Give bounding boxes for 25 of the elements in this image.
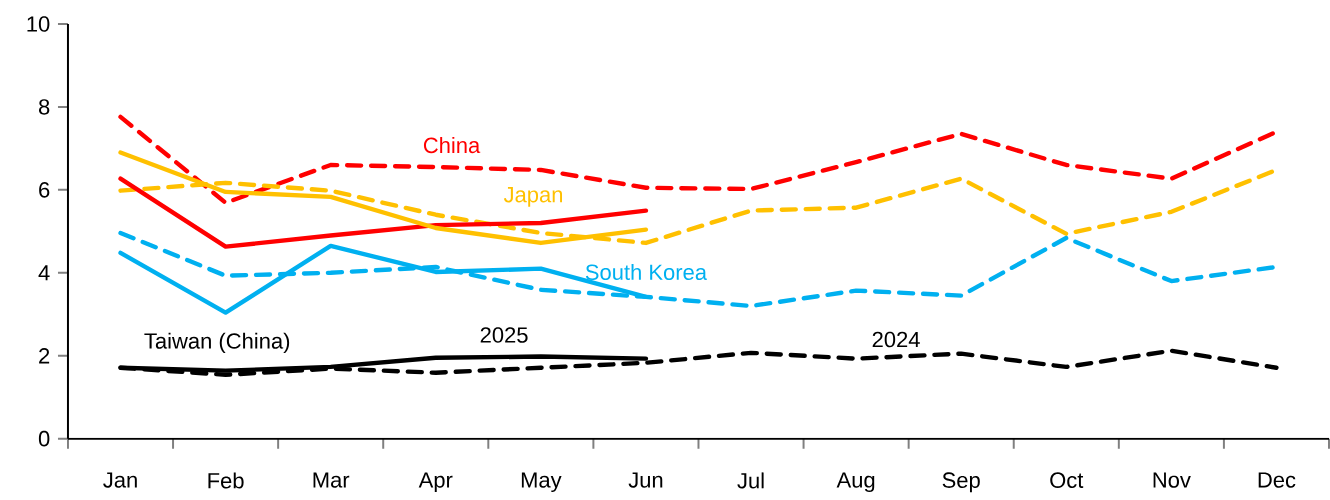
x-tick-label: Feb: [208, 472, 244, 489]
x-tick-label: Jan: [103, 472, 137, 488]
x-tick-label: Oct: [1050, 472, 1084, 489]
series-label: South Korea: [585, 264, 708, 281]
x-tick-label: May: [521, 472, 562, 493]
annotation: 2024: [872, 331, 920, 348]
x-tick-label: Jun: [628, 472, 663, 488]
y-tick-label: 6: [39, 182, 50, 198]
x-tick-label: Nov: [1153, 472, 1191, 488]
x-tick-label: Apr: [418, 472, 453, 493]
series-label: Taiwan (China): [144, 332, 290, 354]
text: China: [423, 137, 481, 154]
y-tick-label: 10: [27, 16, 50, 32]
x-tick-label: Mar: [313, 472, 350, 488]
series-label: Japan: [503, 187, 563, 207]
y-tick-label: 0: [38, 431, 50, 447]
y-tick-label: 4: [38, 265, 50, 281]
y-tick-label: 2: [39, 348, 50, 364]
annotation: 2025: [480, 327, 528, 343]
line-series: [118, 176, 649, 250]
x-tick-label: Dec: [1258, 472, 1296, 488]
x-tick-label: Sep: [942, 472, 980, 493]
x-tick-label: Aug: [836, 472, 875, 493]
x-tick-label: Jul: [737, 472, 764, 489]
y-tick-label: 8: [38, 99, 50, 115]
